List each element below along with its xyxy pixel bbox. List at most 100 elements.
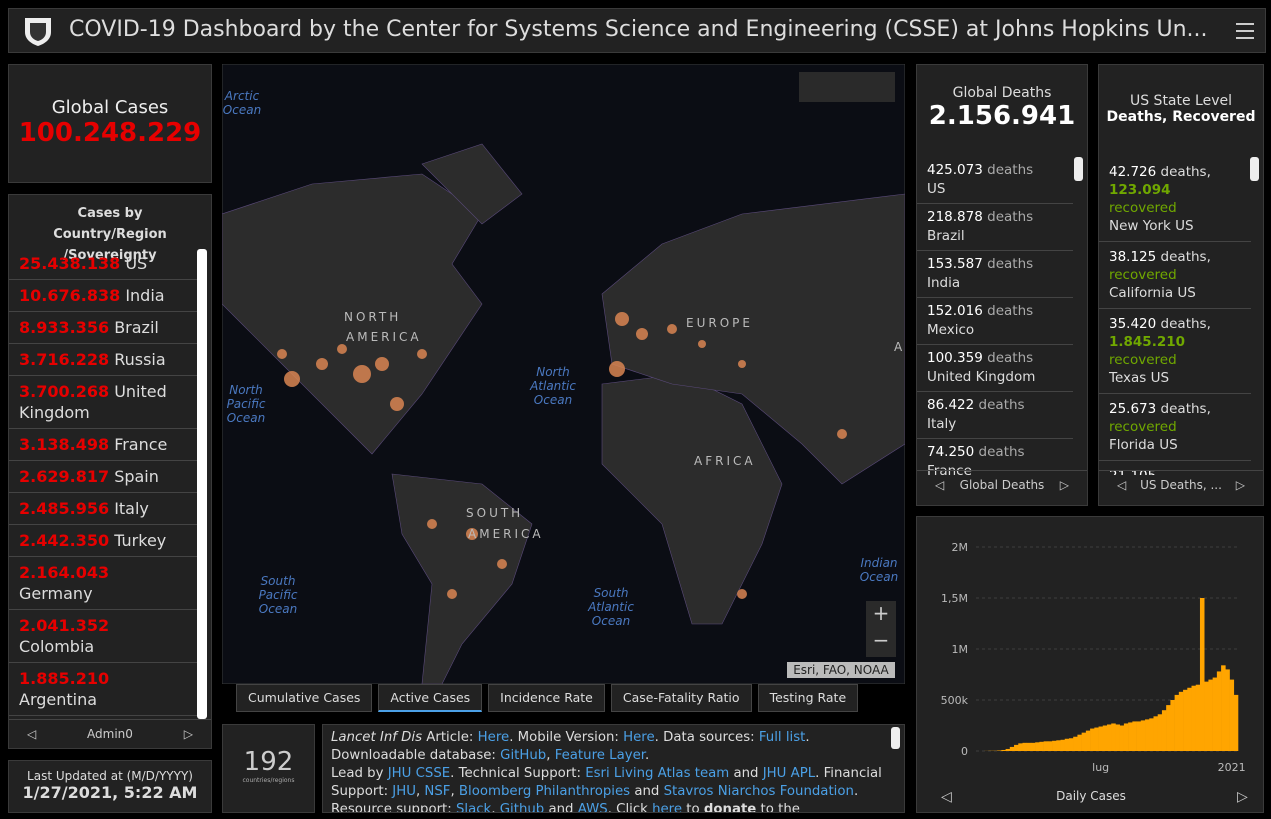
bar [1140,720,1146,751]
next[interactable]: ▷ [1059,478,1069,492]
state-recovered: 123.094 [1109,182,1171,198]
case-name: Russia [114,350,166,369]
ocean-label: Indian Ocean [860,556,898,584]
value: 100.248.229 [18,118,202,148]
prev[interactable]: ◁ [941,789,952,805]
bar [1204,681,1209,751]
rows: 42.726 deaths, 123.094 recovered New York … [1099,157,1251,475]
logo [25,18,51,46]
prev[interactable]: ◁ [27,727,37,741]
bar [1081,732,1087,751]
case-row: 8.933.356 Brazil [9,312,197,344]
link[interactable]: JHU CSSE [387,766,451,781]
death-unit: deaths [987,209,1034,225]
state-row: 25.673 deaths, recovered Florida US [1099,394,1251,461]
tabs: Cumulative Cases Active Cases Incidence Ra… [236,684,859,712]
next[interactable]: ▷ [183,727,193,741]
case-value: 2.164.043 [19,563,110,582]
next[interactable]: ▷ [1237,789,1248,805]
link[interactable]: Stavros Niarchos Foundation [663,784,854,799]
scrollbar[interactable] [1250,157,1259,181]
map-label: AFRICA [694,454,756,468]
bar [1199,598,1205,751]
text: Article: [422,730,478,745]
zoom-in[interactable]: + [873,601,890,625]
text: Lancet Inf Dis [331,730,423,745]
tab[interactable]: Case-Fatality Ratio [610,684,752,712]
scrollbar[interactable] [1074,157,1083,181]
text: . [645,748,650,763]
link[interactable]: Esri Living Atlas team [585,766,730,781]
tab[interactable]: Incidence Rate [488,684,605,712]
case-name: US [125,254,148,273]
footer: Global Deaths [959,478,1045,492]
link[interactable]: JHU [392,784,416,799]
link[interactable]: JHU APL [762,766,816,781]
death-name: India [927,275,961,291]
state-recovered: 1.845.210 [1109,334,1186,350]
prev[interactable]: ◁ [1117,478,1127,492]
link[interactable]: Here [477,730,510,745]
link[interactable]: Here [623,730,655,745]
link[interactable]: Bloomberg Philanthropies [458,784,631,799]
bar [1018,743,1023,751]
state-name: New York US [1109,218,1194,234]
footer: Admin0 [87,727,133,741]
rows: 425.073 deaths US 218.878 deaths Brazil 153.… [917,157,1073,475]
case-row: 10.676.838 India [9,280,197,312]
text: to the [756,802,800,813]
tab[interactable]: Cumulative Cases [236,684,373,712]
text: , [415,784,425,799]
recovered-unit: recovered [1109,200,1177,216]
bar [1014,744,1019,751]
link[interactable]: Full list [758,730,806,745]
attribution: Esri, FAO, NOAA [793,663,889,677]
x-tick-label: lug [1092,761,1109,774]
label: Last Updated at (M/D/YYYY) [27,769,193,783]
text: Lead by [331,766,388,781]
link[interactable]: NSF [424,784,451,799]
link[interactable]: Slack [455,802,492,813]
death-unit: deaths [978,397,1025,413]
link[interactable]: here [652,802,683,813]
map[interactable]: Arctic Ocean NORTH AMERICA North Atlantic Ocea… [222,64,905,684]
state-deaths: 21.105 [1109,468,1156,475]
death-value: 100.359 [927,350,983,366]
bar [1098,726,1104,751]
link[interactable]: AWS [577,802,608,813]
death-value: 425.073 [927,162,983,178]
scrollbar[interactable] [891,727,900,749]
value: 2.156.941 [928,101,1076,131]
daily-cases-panel: Daily Cases ◁ ▷ 0 500k 1M 1,5M 2M lug 2021 [916,516,1264,813]
case-row: 2.485.956 Italy [9,493,197,525]
prev[interactable]: ◁ [935,478,945,492]
ocean-label: South Atlantic Ocean [587,586,634,628]
map-tools[interactable] [799,72,895,102]
global-cases: Global Cases 100.248.229 [8,64,212,183]
next[interactable]: ▷ [1235,478,1245,492]
bar [1233,694,1239,751]
death-name: Brazil [927,228,965,244]
bar [1115,724,1120,751]
ocean-label: North Atlantic Ocean [529,365,576,407]
link[interactable]: Github [499,802,545,813]
menu[interactable] [1235,21,1255,41]
y-tick-label: 1M [952,643,969,656]
bar [1009,746,1015,751]
bar [1178,691,1184,751]
tab[interactable]: Active Cases [378,684,483,712]
death-value: 153.587 [927,256,983,272]
scrollbar[interactable] [197,249,207,719]
link[interactable]: GitHub [500,748,547,763]
zoom-out[interactable]: − [873,628,890,652]
label: Global Cases [51,97,169,118]
deaths-nav: ◁ Global Deaths ▷ [917,470,1087,499]
death-name: US [927,181,946,197]
tab[interactable]: Testing Rate [757,684,859,712]
link[interactable]: Feature Layer [554,748,646,763]
zoom[interactable] [866,601,896,657]
us-state: US State Level Deaths, Recovered 42.726 … [1098,64,1264,506]
death-row: 100.359 deaths United Kingdom [917,345,1073,392]
text: . Click [607,802,653,813]
